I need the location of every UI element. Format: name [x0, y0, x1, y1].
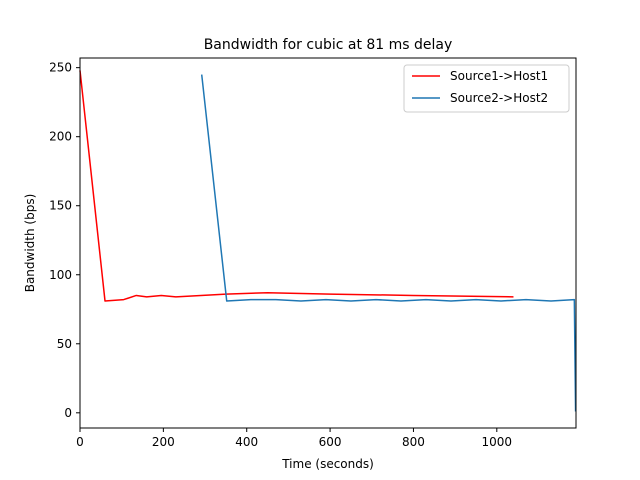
x-tick-label: 600 [319, 435, 342, 449]
x-tick-label: 800 [402, 435, 425, 449]
y-tick-label: 0 [64, 406, 72, 420]
y-tick-label: 100 [49, 268, 72, 282]
x-axis-label: Time (seconds) [281, 457, 374, 471]
x-tick-label: 400 [235, 435, 258, 449]
plot-series [79, 70, 577, 412]
legend: Source1->Host1 Source2->Host2 [403, 64, 570, 113]
x-axis-ticks: 0 200 400 600 800 1000 [76, 428, 512, 449]
chart-title: Bandwidth for cubic at 81 ms delay [204, 37, 453, 53]
y-tick-label: 150 [49, 199, 72, 213]
x-tick-label: 0 [76, 435, 84, 449]
y-axis-label: Bandwidth (bps) [23, 194, 37, 293]
y-tick-label: 250 [49, 61, 72, 75]
x-tick-label: 200 [152, 435, 175, 449]
series-line-1 [79, 70, 514, 302]
legend-label-source1-host1: Source1->Host1 [450, 69, 548, 83]
y-axis-ticks: 0 50 100 150 200 250 [49, 61, 80, 420]
series-line-2 [200, 74, 577, 412]
plot-frame [79, 57, 577, 429]
x-tick-label: 1000 [482, 435, 513, 449]
y-tick-label: 200 [49, 130, 72, 144]
legend-box [403, 64, 570, 113]
legend-label-source2-host2: Source2->Host2 [450, 91, 548, 105]
y-tick-label: 50 [57, 337, 72, 351]
